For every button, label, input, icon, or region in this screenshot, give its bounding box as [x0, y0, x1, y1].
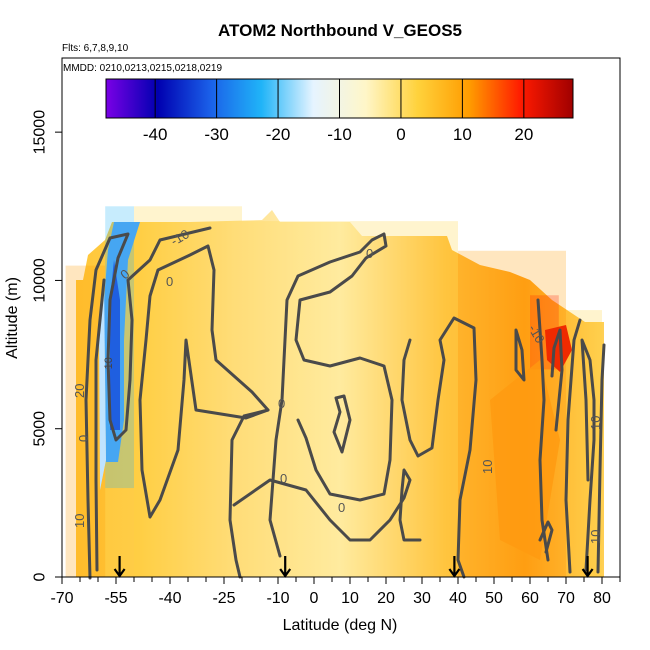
y-axis-label: Altitude (m): [4, 277, 21, 359]
x-tick-label: 20: [377, 590, 395, 607]
dates-note: MMDD: 0210,0213,0215,0218,0219: [63, 63, 222, 74]
y-tick-label: 10000: [32, 258, 49, 303]
flight-marker-arrow: [279, 556, 292, 578]
colorbar-tick-label: -10: [327, 125, 352, 144]
x-tick-label: -70: [50, 590, 73, 607]
flight-markers: [113, 556, 594, 578]
flights-note: Flts: 6,7,8,9,10: [62, 43, 129, 54]
contour-labels: -10 0 0 -10 0 10 20 0 -10 0 10 10 0 0 10: [72, 226, 603, 544]
contour-label: 10: [588, 530, 603, 544]
contour-label: 20: [72, 384, 87, 398]
plot-frame: [61, 57, 621, 578]
contour-line: [138, 244, 270, 519]
x-tick-label: 10: [341, 590, 359, 607]
flight-marker-arrow: [448, 556, 461, 578]
contour-line: [228, 408, 270, 579]
chart-title: ATOM2 Northbound V_GEOS5: [218, 21, 462, 40]
x-tick-label: 70: [557, 590, 575, 607]
colorbar-tick-label: -20: [266, 125, 291, 144]
colorbar-frame: [105, 78, 574, 119]
x-tick-label: 30: [413, 590, 431, 607]
x-tick-label: 40: [449, 590, 467, 607]
contour-label: 10: [72, 514, 87, 528]
x-tick-label: 50: [485, 590, 503, 607]
colorbar-tick-label: 20: [514, 125, 533, 144]
contour-line: [400, 316, 478, 579]
x-tick-label: -10: [266, 590, 289, 607]
contour-line: [94, 278, 106, 572]
contour-label: 0: [366, 246, 373, 261]
contour-line: [596, 343, 606, 574]
colorbar-ticks: -40 -30 -20 -10 0 10 20: [143, 79, 533, 144]
y-tick-label: 15000: [32, 110, 49, 155]
contour-line: [580, 338, 596, 572]
x-tick-label: -55: [104, 590, 127, 607]
contour-label: 0: [278, 396, 285, 411]
contour-line: [538, 520, 554, 554]
contour-line: [564, 318, 582, 574]
contour-label: 10: [480, 460, 495, 474]
x-tick-label: 0: [310, 590, 319, 607]
blue-core: [110, 260, 120, 430]
contour-label: 0: [280, 471, 287, 486]
flight-marker-arrow: [113, 556, 126, 578]
colorbar-tick-label: 0: [396, 125, 405, 144]
x-tick-label: -40: [158, 590, 181, 607]
contour-line: [514, 328, 526, 382]
field-section: [134, 206, 242, 577]
contour-line: [268, 232, 394, 558]
contour-line: [232, 468, 422, 542]
contours: [84, 226, 606, 580]
y-tick-label: 0: [32, 572, 49, 581]
field-section: [350, 221, 458, 577]
colorbar-tick-label: -30: [204, 125, 229, 144]
light-blue-fringe: [99, 280, 106, 490]
x-tick-label: 80: [593, 590, 611, 607]
contour-line: [550, 328, 564, 432]
x-tick-label: 60: [521, 590, 539, 607]
contour-label: 0: [166, 274, 173, 289]
contour-label: -10: [103, 357, 115, 373]
flight-marker-arrow: [581, 556, 594, 578]
data-field-envelope: [76, 210, 604, 577]
contour-label: 10: [588, 416, 603, 430]
contour-line: [332, 394, 352, 454]
x-axis-label: Latitude (deg N): [283, 617, 398, 634]
contour-line: [84, 226, 212, 580]
contour-line: [536, 298, 550, 562]
colorbar-tick-label: 10: [453, 125, 472, 144]
y-tick-label: 5000: [32, 411, 49, 447]
x-tick-label: -25: [212, 590, 235, 607]
contour-label: 0: [338, 500, 345, 515]
colorbar-tick-label: -40: [143, 125, 168, 144]
contour-label: 0: [76, 435, 91, 442]
